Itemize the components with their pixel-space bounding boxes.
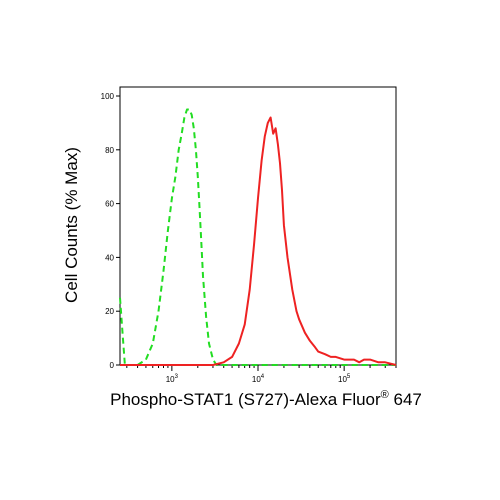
plot-axes [119,86,397,366]
x-tick-label: 103 [166,374,179,384]
y-tick-label: 40 [105,253,114,262]
x-tick-label: 105 [338,374,351,384]
y-tick-label: 0 [110,361,115,370]
plot-frame [119,86,397,366]
x-axis-title: Phospho-STAT1 (S727)-Alexa Fluor® 647 [110,389,422,409]
y-tick-label: 80 [105,146,114,155]
y-tick-label: 100 [101,92,115,101]
control-histogram-line [119,108,396,366]
series-layer [119,108,397,366]
y-tick-label: 60 [105,200,114,209]
y-tick-label: 20 [105,307,114,316]
y-axis-title: Cell Counts (% Max) [62,147,81,303]
x-tick-label: 104 [252,374,265,384]
axis-ticks: 0 20 40 60 80 100 103 104 105 [101,92,397,384]
stained-histogram-line [120,116,397,366]
